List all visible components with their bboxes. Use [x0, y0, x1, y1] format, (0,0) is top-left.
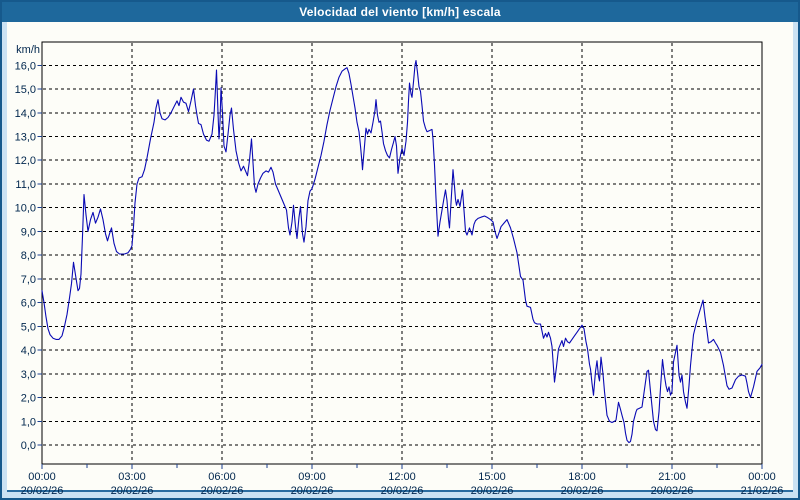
y-tick-label: 5,0 — [21, 321, 36, 333]
y-tick-label: 11,0 — [15, 179, 36, 191]
y-tick-label: 4,0 — [21, 345, 36, 357]
x-tick-time-label: 06:00 — [208, 471, 236, 483]
y-axis-labels: 0,0 1,0 2,0 3,0 4,0 5,0 6,0 7,0 8,0 9,0 10,0 11,0 12… — [15, 60, 36, 452]
x-tick-time-label: 00:00 — [28, 471, 56, 483]
x-tick-time-label: 18:00 — [568, 471, 596, 483]
x-tick-time-label: 21:00 — [658, 471, 686, 483]
x-tick-date-label: 20/02/26 — [201, 485, 244, 497]
chart-panel — [7, 22, 793, 492]
y-tick-label: 10,0 — [15, 203, 36, 215]
y-tick-label: 3,0 — [21, 369, 36, 381]
x-tick-date-label: 20/02/26 — [561, 485, 604, 497]
y-tick-label: 14,0 — [15, 108, 36, 120]
axis-ticks — [37, 64, 763, 469]
y-tick-label: 13,0 — [15, 131, 36, 143]
x-tick-time-label: 03:00 — [118, 471, 146, 483]
y-tick-label: 15,0 — [15, 84, 36, 96]
series-velocidad-del-viento — [41, 60, 763, 444]
x-tick-time-label: 15:00 — [478, 471, 506, 483]
gridlines — [43, 43, 761, 463]
y-tick-label: 8,0 — [21, 250, 36, 262]
x-tick-date-label: 20/02/26 — [291, 485, 334, 497]
x-tick-date-label: 20/02/26 — [651, 485, 694, 497]
y-tick-label: 2,0 — [21, 393, 36, 405]
y-axis-unit-label: km/h — [16, 44, 40, 56]
y-tick-label: 16,0 — [15, 60, 36, 72]
y-tick-label: 1,0 — [21, 416, 36, 428]
x-axis-labels: 00:00 20/02/26 03:00 20/02/26 06:00 20/02/26 0… — [21, 471, 784, 497]
x-tick-time-label: 12:00 — [388, 471, 416, 483]
y-tick-label: 12,0 — [15, 155, 36, 167]
x-tick-date-label: 20/02/26 — [21, 485, 64, 497]
x-tick-time-label: 09:00 — [298, 471, 326, 483]
y-tick-label: 7,0 — [21, 274, 36, 286]
x-tick-date-label: 21/02/26 — [741, 485, 784, 497]
x-tick-date-label: 20/02/26 — [381, 485, 424, 497]
y-tick-label: 0,0 — [21, 440, 36, 452]
title-bar[interactable]: Velocidad del viento [km/h] escala — [2, 2, 798, 22]
wind-speed-line — [41, 60, 763, 444]
x-tick-time-label: 00:00 — [748, 471, 776, 483]
window-title: Velocidad del viento [km/h] escala — [299, 5, 501, 19]
y-tick-label: 6,0 — [21, 298, 36, 310]
y-tick-label: 9,0 — [21, 226, 36, 238]
x-tick-date-label: 20/02/26 — [471, 485, 514, 497]
x-tick-date-label: 20/02/26 — [111, 485, 154, 497]
